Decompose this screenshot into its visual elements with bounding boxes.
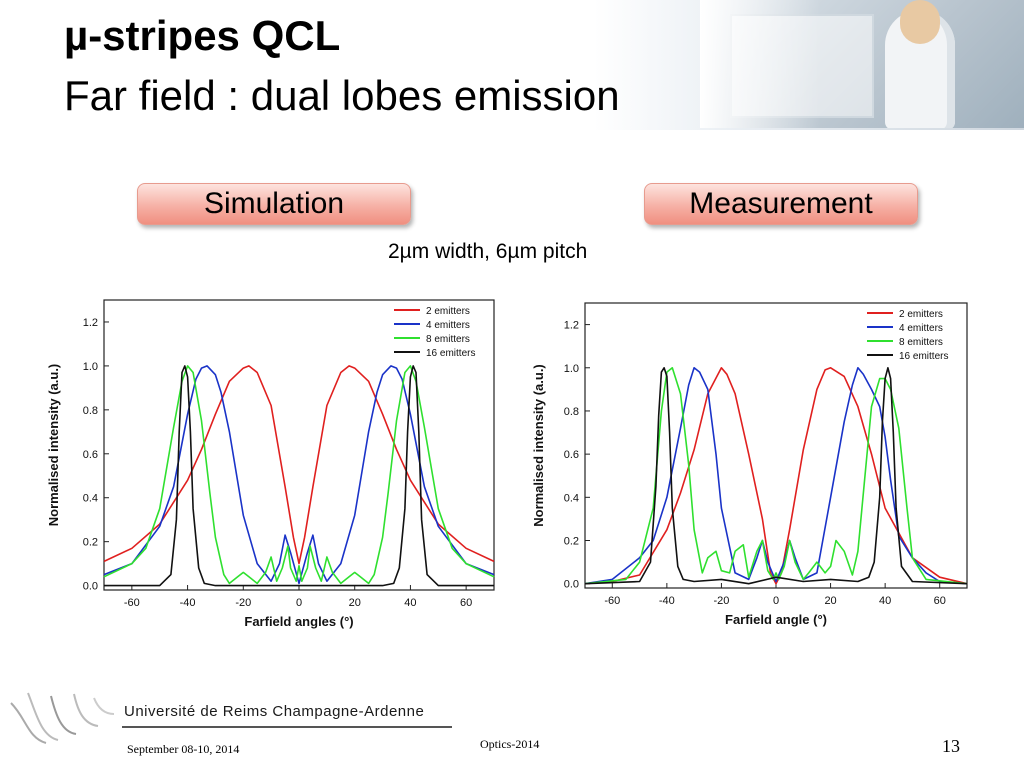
- meas-legend-label: 2 emitters: [899, 309, 943, 320]
- sim-legend-label: 2 emitters: [426, 306, 470, 317]
- sim-yaxis-label: Normalised intensity (a.u.): [46, 364, 61, 527]
- footer-date: September 08-10, 2014: [127, 742, 240, 756]
- footer-conference: Optics-2014: [480, 737, 540, 751]
- meas-ytick-label: 0.8: [564, 406, 579, 418]
- sim-ytick-label: 1.0: [83, 361, 98, 373]
- sim-xtick-label: 60: [460, 597, 472, 609]
- photo-fade: [700, 0, 820, 128]
- sim-xtick-label: 20: [349, 597, 361, 609]
- measurement-label-box: Measurement: [644, 183, 918, 225]
- meas-ytick-label: 0.2: [564, 536, 579, 548]
- sim-plot-frame: [103, 299, 495, 591]
- measurement-chart: 0.0 0.2 0.4 0.6 0.8 1.0 1.2 -60 -40 -20 0 20 40 60 Far…: [525, 293, 973, 633]
- measurement-chart-svg: 0.0 0.2 0.4 0.6 0.8 1.0 1.2 -60 -40 -20 0 20 40 60 Far…: [531, 302, 968, 627]
- sim-legend-label: 4 emitters: [426, 320, 470, 331]
- meas-xtick-label: 60: [934, 595, 946, 607]
- meas-xtick-label: 20: [824, 595, 836, 607]
- sim-xaxis-label: Farfield angles (°): [244, 614, 353, 629]
- meas-xaxis-label: Farfield angle (°): [725, 612, 827, 627]
- sim-series-16-emitters: [104, 365, 494, 587]
- page-number: 13: [942, 736, 960, 756]
- meas-series-2-emitters: [584, 367, 968, 585]
- slide-title: µ-stripes QCL: [64, 12, 341, 59]
- sim-series-2-emitters: [103, 365, 495, 565]
- meas-xtick-label: 0: [773, 595, 779, 607]
- university-underline: [122, 726, 452, 728]
- meas-ytick-label: 0.4: [564, 492, 579, 504]
- simulation-chart-svg: 0.0 0.2 0.4 0.6 0.8 1.0 1.2 -60 -40 -20 0 20 40 60 Far…: [46, 299, 495, 629]
- sim-xtick-label: -20: [235, 597, 251, 609]
- meas-ytick-label: 0.0: [564, 579, 579, 591]
- simulation-label-box: Simulation: [137, 183, 411, 225]
- sim-series-4-emitters: [103, 365, 495, 585]
- meas-xtick-label: -40: [659, 595, 675, 607]
- university-logo-icon: [10, 692, 115, 744]
- meas-ytick-label: 0.6: [564, 449, 579, 461]
- sim-ytick-label: 0.4: [83, 493, 98, 505]
- meas-legend-label: 16 emitters: [899, 351, 948, 362]
- meas-legend-label: 8 emitters: [899, 337, 943, 348]
- sim-legend-label: 16 emitters: [426, 348, 475, 359]
- university-name: Université de Reims Champagne-Ardenne: [124, 703, 425, 720]
- meas-series-16-emitters: [584, 367, 968, 585]
- sim-ytick-label: 0.0: [83, 581, 98, 593]
- meas-xtick-label: -20: [713, 595, 729, 607]
- stripe-geometry-caption: 2µm width, 6µm pitch: [388, 240, 588, 263]
- simulation-chart: 0.0 0.2 0.4 0.6 0.8 1.0 1.2 -60 -40 -20 0 20 40 60 Far…: [40, 290, 502, 635]
- meas-xtick-label: -60: [604, 595, 620, 607]
- meas-ytick-label: 1.2: [564, 320, 579, 332]
- researcher-head-shape: [900, 0, 940, 44]
- sim-xtick-label: 40: [404, 597, 416, 609]
- sim-ytick-label: 0.6: [83, 449, 98, 461]
- sim-xtick-label: -60: [124, 597, 140, 609]
- sim-xtick-label: 0: [296, 597, 302, 609]
- sim-ytick-label: 0.8: [83, 405, 98, 417]
- meas-series-8-emitters: [584, 367, 968, 585]
- meas-ytick-label: 1.0: [564, 363, 579, 375]
- sim-ytick-label: 0.2: [83, 537, 98, 549]
- sim-xtick-label: -40: [180, 597, 196, 609]
- lab-photo: [700, 0, 1024, 128]
- meas-yaxis-label: Normalised intensity (a.u.): [531, 364, 546, 527]
- sim-legend-label: 8 emitters: [426, 334, 470, 345]
- meas-legend-label: 4 emitters: [899, 323, 943, 334]
- meas-xtick-label: 40: [879, 595, 891, 607]
- meas-series-4-emitters: [584, 367, 968, 585]
- sim-series-8-emitters: [103, 365, 495, 585]
- sim-ytick-label: 1.2: [83, 317, 98, 329]
- slide-subtitle: Far field : dual lobes emission: [64, 72, 620, 119]
